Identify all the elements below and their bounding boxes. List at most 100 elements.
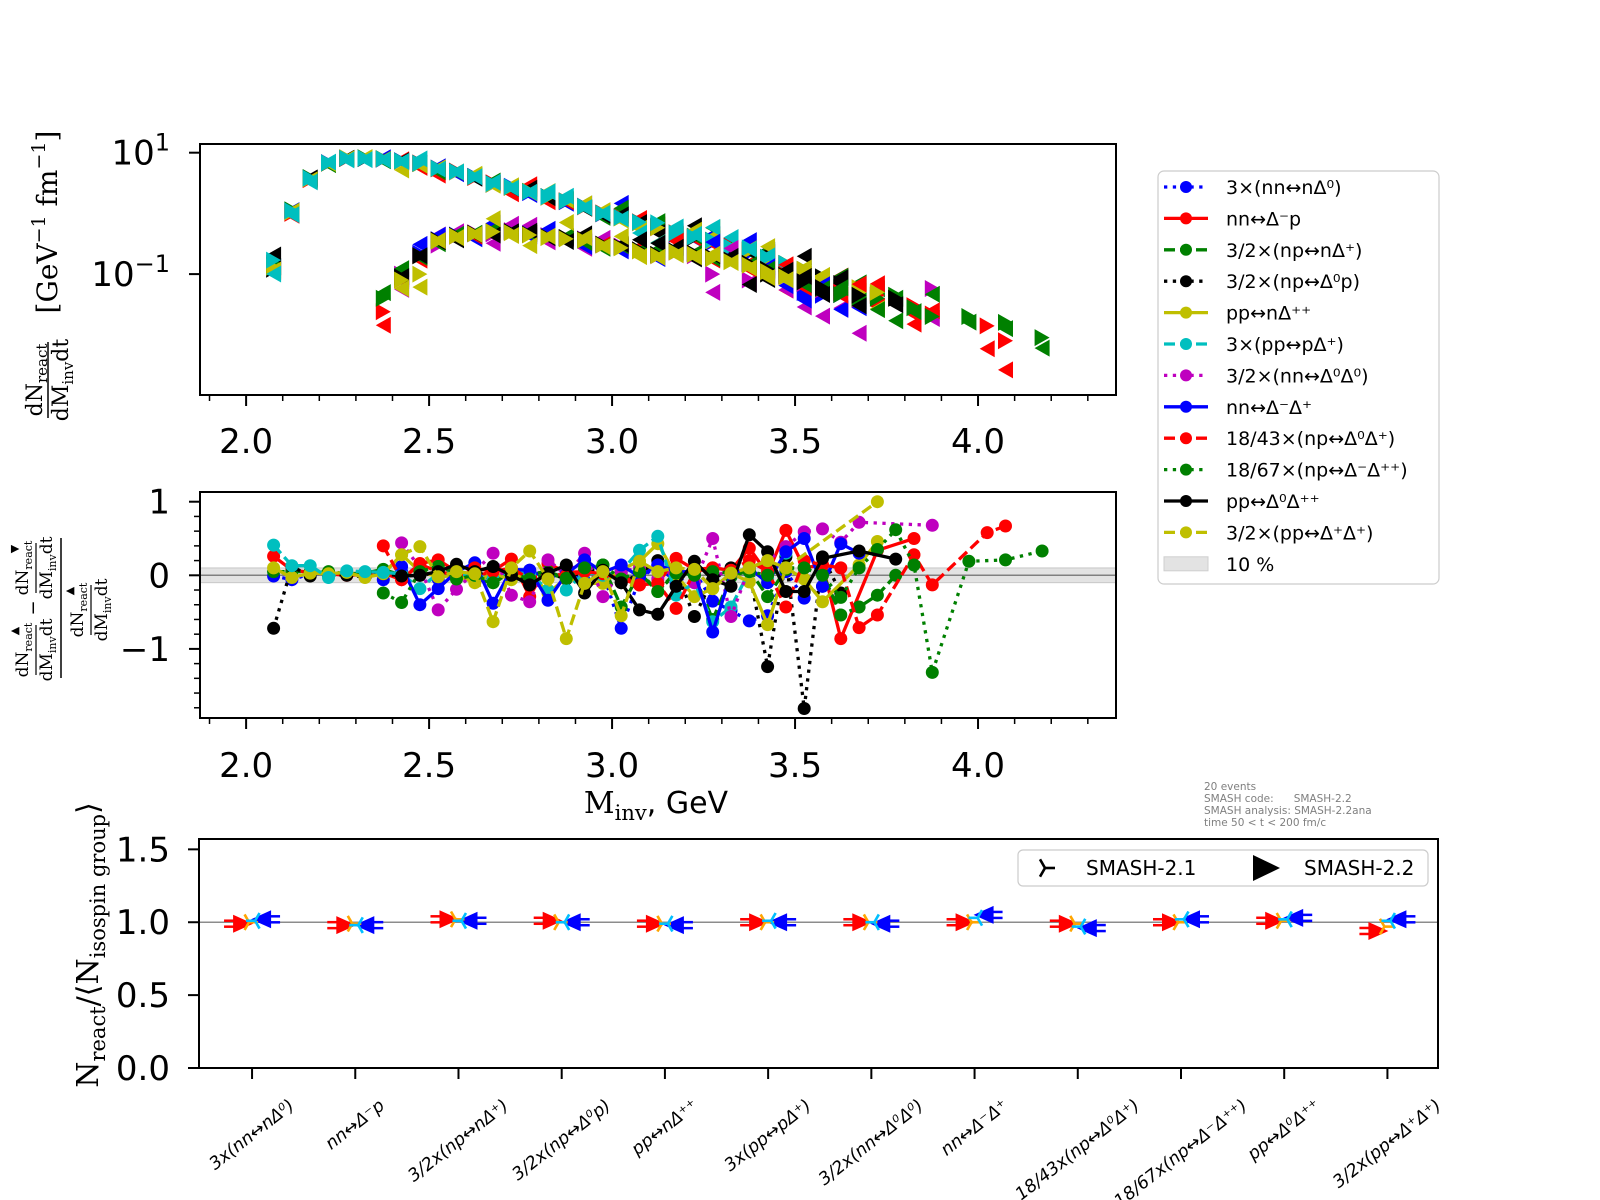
frac-d-numerator: dNreact bbox=[68, 582, 90, 637]
marker-tri-left bbox=[968, 909, 984, 927]
ratio-point bbox=[523, 544, 537, 558]
legend-entry: 18/67×(np↔Δ⁻Δ⁺⁺) bbox=[1164, 460, 1408, 482]
y-tick-label: 10−1 bbox=[91, 250, 170, 295]
ratio-point bbox=[742, 561, 756, 575]
ratio-point bbox=[724, 600, 738, 614]
up-triangle-icon: ▲ bbox=[63, 586, 76, 595]
marker-left-triangle bbox=[851, 324, 867, 342]
frac-dn: dN bbox=[13, 569, 33, 595]
tri-spoke bbox=[873, 921, 880, 931]
marker-left-triangle bbox=[705, 233, 721, 251]
ratio-point bbox=[779, 585, 793, 598]
marker-right-triangle bbox=[924, 308, 940, 325]
legend-label: 3/2×(pp↔Δ⁺Δ⁺) bbox=[1226, 522, 1373, 544]
marker-left-triangle bbox=[1180, 910, 1200, 929]
marker-right-triangle bbox=[336, 916, 357, 935]
marker-right-triangle bbox=[1265, 911, 1286, 930]
marker-right-triangle bbox=[577, 198, 593, 215]
marker-tri-left bbox=[1278, 910, 1293, 928]
marker-left-triangle bbox=[888, 296, 904, 314]
ratio-point bbox=[852, 561, 866, 575]
ratio-point bbox=[541, 572, 555, 586]
ratio-point bbox=[450, 582, 463, 596]
marker-left-triangle bbox=[796, 247, 812, 265]
ratio-point bbox=[706, 625, 720, 639]
annotation-time: time 50 < t < 200 fm/c bbox=[1204, 817, 1326, 829]
marker-right-triangle bbox=[595, 204, 611, 222]
ratio-point bbox=[395, 536, 409, 550]
ratio-point bbox=[724, 579, 738, 593]
ratio-point bbox=[816, 568, 829, 582]
ratio-point bbox=[761, 590, 775, 604]
ylabel-react-sub: react bbox=[33, 344, 51, 383]
tri-spoke bbox=[666, 915, 674, 925]
tri-spoke bbox=[357, 916, 364, 926]
marker-left-triangle bbox=[833, 279, 849, 297]
run-info-annotation: 20 events SMASH code: SMASH-2.2 SMASH an… bbox=[1204, 781, 1372, 829]
marker-left-triangle bbox=[851, 297, 867, 315]
marker-left-triangle bbox=[888, 312, 904, 330]
ylabel-normalized: Nreact/⟨Nisospin group⟩ bbox=[71, 802, 110, 1088]
xlabel-unit: , GeV bbox=[647, 786, 729, 821]
marker-left-triangle bbox=[522, 237, 538, 255]
marker-right-triangle bbox=[577, 231, 593, 249]
tri-spoke bbox=[1182, 910, 1190, 920]
ratio-point bbox=[651, 565, 665, 579]
marker-left-triangle bbox=[354, 916, 375, 935]
ratio-y-axis-label: dNreact ▲ dMinvdt − dNreact ▼ dMinvdt dN… bbox=[8, 536, 114, 681]
ratio-point bbox=[761, 660, 775, 674]
marker-left-triangle bbox=[650, 234, 666, 252]
y-tick-exponent: 1 bbox=[155, 129, 170, 157]
ratio-point bbox=[907, 558, 921, 572]
ratio-point bbox=[541, 553, 555, 567]
ratio-point bbox=[376, 586, 390, 600]
ratio-point bbox=[925, 518, 939, 532]
marker-left-triangle bbox=[851, 275, 867, 293]
ratio-point bbox=[870, 495, 884, 509]
legend-marker-circle bbox=[1180, 526, 1192, 539]
marker-left-triangle bbox=[632, 231, 647, 249]
marker-tri-left bbox=[1381, 912, 1397, 930]
marker-right-triangle bbox=[375, 150, 391, 168]
marker-tri-left bbox=[555, 913, 571, 931]
marker-tri-right bbox=[1378, 918, 1394, 936]
marker-right-triangle bbox=[650, 247, 666, 265]
marker-right-triangle bbox=[613, 208, 629, 226]
frac-inv-sub: inv bbox=[46, 636, 59, 654]
marker-left-triangle bbox=[560, 913, 581, 932]
ratio-point bbox=[376, 539, 390, 553]
frac-dt: dt bbox=[37, 536, 57, 554]
frac-b-numerator: dNreact bbox=[13, 540, 35, 595]
ratio-point bbox=[450, 565, 463, 579]
ratio-point bbox=[614, 558, 628, 572]
category-markers bbox=[740, 912, 797, 932]
y-tick-label: 1.5 bbox=[116, 830, 170, 870]
legend-label: 3/2×(np↔Δ⁰p) bbox=[1226, 271, 1360, 293]
ratio-point bbox=[687, 562, 701, 576]
annotation-analysis: SMASH analysis: SMASH-2.2ana bbox=[1204, 805, 1372, 817]
legend-label-smash-2-1: SMASH-2.1 bbox=[1086, 856, 1196, 880]
frac-inv-sub: inv bbox=[46, 554, 59, 572]
annotation-code: SMASH code: SMASH-2.2 bbox=[1204, 793, 1352, 805]
marker-right-triangle bbox=[558, 192, 574, 210]
legend-box bbox=[1157, 170, 1440, 585]
tri-spoke bbox=[243, 921, 251, 931]
ratio-lines bbox=[200, 495, 1116, 715]
frac-react-sub: react bbox=[22, 540, 35, 569]
marker-right-triangle bbox=[339, 149, 355, 167]
ratio-point bbox=[816, 579, 829, 593]
ratio-point bbox=[724, 566, 738, 580]
tri-spoke bbox=[253, 912, 261, 922]
x-tick-label: 2.5 bbox=[402, 746, 456, 786]
spectrum-series bbox=[394, 210, 885, 301]
tri-spoke bbox=[759, 921, 767, 931]
legend-entry: 3×(pp↔pΔ⁺) bbox=[1164, 334, 1344, 356]
ratio-point bbox=[395, 596, 409, 609]
tri-spoke bbox=[1172, 921, 1180, 931]
marker-right-triangle bbox=[449, 163, 464, 180]
ratio-point bbox=[267, 621, 281, 635]
marker-right-triangle bbox=[645, 914, 666, 933]
ratio-point bbox=[651, 585, 665, 598]
legend-entry: 18/43×(np↔Δ⁰Δ⁺) bbox=[1164, 428, 1395, 450]
marker-left-triangle bbox=[1283, 908, 1304, 927]
